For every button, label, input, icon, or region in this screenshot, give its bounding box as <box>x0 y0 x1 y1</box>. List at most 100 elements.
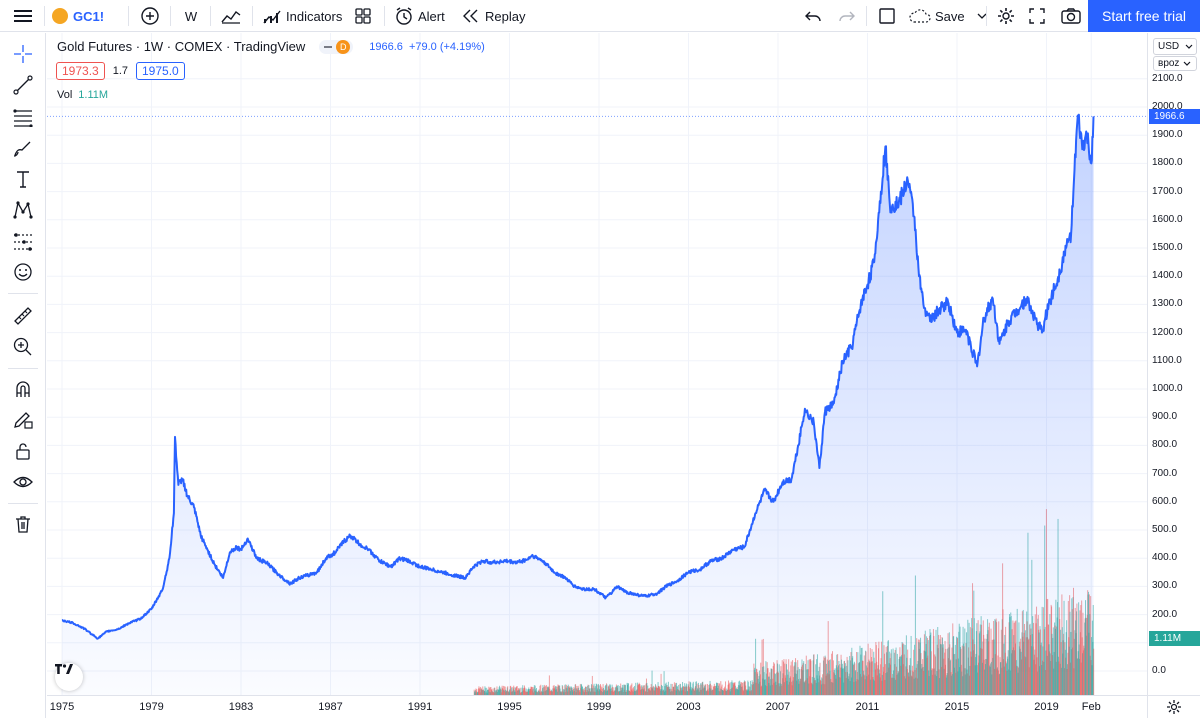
lock-all-tool[interactable] <box>8 438 38 464</box>
pattern-tool[interactable] <box>8 197 38 223</box>
price-tick-label: 2100.0 <box>1152 72 1183 84</box>
cloud-icon <box>909 9 931 23</box>
chevron-down-icon <box>1185 44 1193 49</box>
unit-label: вроz <box>1158 58 1180 69</box>
time-scale[interactable]: 1975 1979 1983 1987 1991 1995 1999 2003 2007 2011… <box>47 695 1147 718</box>
currency-label: USD <box>1158 41 1180 52</box>
unit-selector[interactable]: вроz <box>1153 56 1197 71</box>
price-tick-label: 600.0 <box>1152 495 1178 507</box>
price-tick-label: 800.0 <box>1152 439 1178 451</box>
replay-label: Replay <box>485 8 526 24</box>
legend-change: +79.0 (+4.19%) <box>408 40 485 53</box>
time-tick-label: 1991 <box>407 701 433 713</box>
chart-pane[interactable] <box>47 33 1147 695</box>
alarm-clock-icon <box>396 7 412 25</box>
time-tick-label: 1983 <box>228 701 254 713</box>
start-free-trial-button[interactable]: Start free trial <box>1088 0 1200 32</box>
time-tick-label: 2011 <box>855 701 880 713</box>
smiley-icon <box>14 263 32 281</box>
brush-icon <box>13 141 31 157</box>
zoom-tool[interactable] <box>8 334 38 360</box>
time-tick-label: 1995 <box>497 701 522 713</box>
undo-icon <box>805 11 821 22</box>
time-tick-label: 2015 <box>944 701 970 713</box>
price-tick-label: 900.0 <box>1152 411 1178 423</box>
menu-icon[interactable] <box>8 0 38 32</box>
grid-layout-icon <box>355 8 371 24</box>
zoom-in-icon <box>13 337 32 356</box>
legend-mode-toggle[interactable]: D <box>319 39 354 54</box>
horizontal-lines-icon <box>13 109 33 127</box>
price-tick-label: 1200.0 <box>1152 326 1183 338</box>
time-tick-label: 2007 <box>765 701 791 713</box>
price-tick-label: 1500.0 <box>1152 242 1183 253</box>
camera-icon <box>1061 8 1081 24</box>
settings-button[interactable] <box>996 0 1016 32</box>
symbol-button[interactable]: GC1! <box>52 0 104 32</box>
lock-drawing-tool[interactable] <box>8 407 38 433</box>
layouts-button[interactable] <box>354 0 372 32</box>
volume-value: 1.11M <box>78 89 109 101</box>
trend-line-icon <box>13 75 33 95</box>
price-line[interactable] <box>61 113 1095 640</box>
chevron-down-icon <box>1184 61 1191 66</box>
legend-title[interactable]: Gold Futures · 1W · COMEX · TradingView <box>57 39 306 54</box>
rewind-icon <box>463 9 478 23</box>
magnet-tool[interactable] <box>8 376 38 402</box>
time-tick-label: 2003 <box>676 701 701 713</box>
volume-label[interactable]: Vol <box>57 89 73 101</box>
ruler-icon <box>14 307 32 325</box>
replay-button[interactable]: Replay <box>462 0 525 32</box>
alert-button[interactable]: Alert <box>394 0 445 32</box>
indicators-icon <box>263 10 281 24</box>
price-tick-label: 1400.0 <box>1152 270 1183 282</box>
scale-settings-button[interactable] <box>1147 695 1200 718</box>
tradingview-logo[interactable] <box>55 663 83 691</box>
prediction-tool[interactable] <box>8 228 38 254</box>
snapshot-button[interactable] <box>1060 0 1082 32</box>
indicators-button[interactable]: Indicators <box>262 0 342 32</box>
price-chart[interactable] <box>47 33 1147 695</box>
spread-value: 1.7 <box>112 65 128 77</box>
price-tick-label: 1100.0 <box>1152 354 1182 366</box>
indicators-label: Indicators <box>286 8 343 24</box>
remove-drawings-tool[interactable] <box>8 511 38 537</box>
fullscreen-button[interactable] <box>1028 0 1046 32</box>
gear-icon <box>1167 700 1181 714</box>
compare-symbol-button[interactable] <box>140 0 160 32</box>
price-scale[interactable]: USD вроz 2100.0 2000.0 1900.0 1800.0 1700.0 1… <box>1147 33 1200 695</box>
pattern-icon <box>13 201 33 219</box>
fullscreen-layout-button[interactable] <box>878 0 896 32</box>
redo-icon <box>839 11 855 22</box>
crosshair-tool[interactable] <box>8 41 38 67</box>
brush-tool[interactable] <box>8 135 38 161</box>
price-tick-label: 1900.0 <box>1152 129 1183 141</box>
bid-button[interactable]: 1973.3 <box>56 62 105 80</box>
alert-label: Alert <box>418 8 445 24</box>
undo-button[interactable] <box>804 0 822 32</box>
legend-title-row: Gold Futures · 1W · COMEX · TradingView … <box>57 39 485 54</box>
price-tick-label: 400.0 <box>1152 552 1178 564</box>
hide-drawings-tool[interactable] <box>8 469 38 495</box>
text-tool[interactable] <box>8 166 38 192</box>
price-tick-label: 700.0 <box>1152 467 1178 479</box>
currency-selector[interactable]: USD <box>1153 38 1197 55</box>
fib-tool[interactable] <box>8 104 38 130</box>
unlock-icon <box>16 443 30 460</box>
area-chart-icon <box>221 11 241 24</box>
ask-button[interactable]: 1975.0 <box>136 62 185 80</box>
fullscreen-icon <box>1029 8 1045 24</box>
trend-line-tool[interactable] <box>8 72 38 98</box>
measure-tool[interactable] <box>8 303 38 329</box>
volume-bar <box>1093 648 1095 695</box>
pencil-lock-icon <box>14 412 33 429</box>
symbol-label: GC1! <box>73 8 105 24</box>
price-tick-label: 1700.0 <box>1152 185 1183 197</box>
save-button[interactable]: Save <box>908 0 987 32</box>
text-icon <box>17 171 29 188</box>
price-tick-label: 300.0 <box>1152 580 1178 592</box>
icons-tool[interactable] <box>8 259 38 285</box>
chart-type-button[interactable] <box>220 0 242 32</box>
interval-button[interactable]: W <box>180 0 202 32</box>
redo-button[interactable] <box>838 0 856 32</box>
